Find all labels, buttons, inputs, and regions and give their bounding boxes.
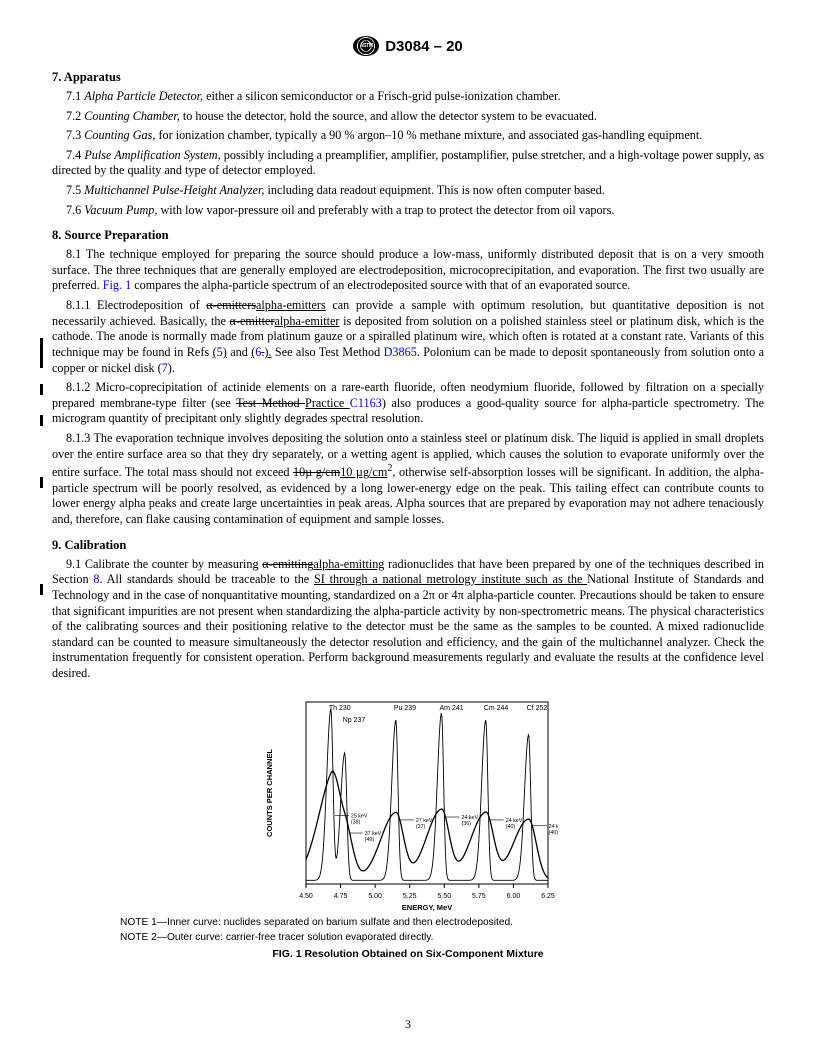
svg-text:6.25: 6.25	[541, 893, 555, 900]
svg-text:5.50: 5.50	[437, 893, 451, 900]
change-bar	[40, 338, 43, 368]
svg-text:(36): (36)	[462, 821, 472, 827]
svg-text:5.75: 5.75	[472, 893, 486, 900]
svg-text:(40): (40)	[549, 829, 558, 835]
para-8-1-2: 8.1.2 Micro-coprecipitation of actinide …	[52, 380, 764, 427]
section-8-title: 8. Source Preparation	[52, 228, 764, 243]
change-bar	[40, 584, 43, 595]
change-bar	[40, 384, 43, 395]
figure-note-1: NOTE 1—Inner curve: nuclides separated o…	[120, 916, 764, 929]
para-8-1-1: 8.1.1 Electrodeposition of α-emittersalp…	[52, 298, 764, 376]
section-7-title: 7. Apparatus	[52, 70, 764, 85]
svg-text:Th 230: Th 230	[329, 705, 351, 712]
para-7-3: 7.3 Counting Gas, for ionization chamber…	[52, 128, 764, 144]
svg-text:Np 237: Np 237	[343, 717, 366, 724]
page-header: D3084 – 20	[52, 36, 764, 56]
para-9-1: 9.1 Calibrate the counter by measuring α…	[52, 557, 764, 682]
svg-text:(37): (37)	[416, 823, 426, 829]
para-7-1: 7.1 Alpha Particle Detector, either a si…	[52, 89, 764, 105]
figure-caption: FIG. 1 Resolution Obtained on Six-Compon…	[52, 948, 764, 960]
astm-logo-icon	[353, 36, 379, 56]
change-bar	[40, 477, 43, 488]
svg-text:Cm 244: Cm 244	[484, 705, 509, 712]
figure-note-2: NOTE 2—Outer curve: carrier-free tracer …	[120, 931, 764, 944]
svg-text:5.25: 5.25	[403, 893, 417, 900]
para-8-1-3: 8.1.3 The evaporation technique involves…	[52, 431, 764, 528]
svg-text:Cf 252: Cf 252	[527, 705, 548, 712]
svg-text:(49): (49)	[365, 837, 375, 843]
svg-text:Pu 239: Pu 239	[394, 705, 416, 712]
fig1-link[interactable]: Fig. 1	[103, 278, 131, 292]
c1163-link[interactable]: C1163	[350, 396, 382, 410]
svg-text:(40): (40)	[506, 823, 516, 829]
para-7-4: 7.4 Pulse Amplification System, possibly…	[52, 148, 764, 179]
designation: D3084 – 20	[385, 38, 463, 55]
section-9-title: 9. Calibration	[52, 538, 764, 553]
svg-text:5.00: 5.00	[368, 893, 382, 900]
para-7-2: 7.2 Counting Chamber, to house the detec…	[52, 109, 764, 125]
para-7-5: 7.5 Multichannel Pulse-Height Analyzer, …	[52, 183, 764, 199]
page-number: 3	[0, 1017, 816, 1032]
figure-1: 4.50 4.75 5.00 5.25 5.50 5.75 6.00 6.25 ENERGY, …	[52, 694, 764, 960]
svg-text:6.00: 6.00	[507, 893, 521, 900]
svg-text:COUNTS PER CHANNEL: COUNTS PER CHANNEL	[265, 748, 274, 836]
svg-text:Am 241: Am 241	[440, 705, 464, 712]
page: D3084 – 20 7. Apparatus 7.1 Alpha Partic…	[0, 0, 816, 988]
change-bar	[40, 415, 43, 426]
svg-text:(38): (38)	[351, 819, 361, 825]
svg-text:ENERGY, MeV: ENERGY, MeV	[402, 903, 452, 912]
spectrum-chart: 4.50 4.75 5.00 5.25 5.50 5.75 6.00 6.25 ENERGY, …	[258, 694, 558, 914]
svg-text:4.75: 4.75	[334, 893, 348, 900]
svg-text:4.50: 4.50	[299, 893, 313, 900]
para-8-1: 8.1 The technique employed for preparing…	[52, 247, 764, 294]
para-7-6: 7.6 Vacuum Pump, with low vapor-pressure…	[52, 203, 764, 219]
d3865-link[interactable]: D3865	[384, 345, 417, 359]
